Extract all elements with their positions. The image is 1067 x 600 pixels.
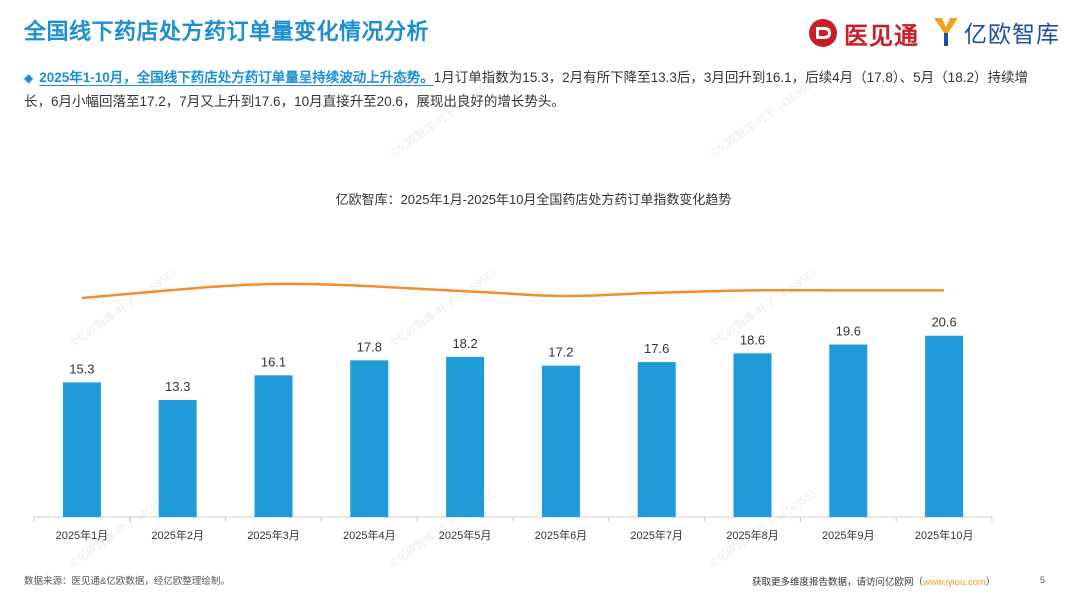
footer-cta-prefix: 获取更多维度报告数据，请访问亿欧网（ bbox=[752, 577, 924, 588]
yijiantong-logo-icon bbox=[809, 19, 837, 47]
x-tick-label-7: 2025年7月 bbox=[630, 528, 683, 542]
x-tick-label-9: 2025年9月 bbox=[822, 528, 875, 542]
bar-1 bbox=[62, 382, 101, 517]
bar-9 bbox=[829, 344, 868, 517]
x-tick-label-2: 2025年2月 bbox=[151, 528, 204, 542]
data-label-4: 17.8 bbox=[357, 339, 382, 354]
summary-paragraph: ◆ 2025年1-10月，全国线下药店处方药订单量呈持续波动上升态势。1月订单指数… bbox=[24, 66, 1034, 114]
data-label-1: 15.3 bbox=[69, 361, 94, 376]
bar-2 bbox=[158, 399, 197, 517]
footer-source: 数据来源：医见通&亿欧数据，经亿欧整理绘制。 bbox=[24, 576, 230, 587]
iyiou-logo-icon bbox=[934, 18, 958, 46]
x-tick-label-6: 2025年6月 bbox=[535, 528, 588, 542]
diamond-bullet-icon: ◆ bbox=[24, 71, 34, 85]
x-tick-label-8: 2025年8月 bbox=[726, 528, 779, 542]
x-tick-label-1: 2025年1月 bbox=[56, 528, 109, 542]
data-label-3: 16.1 bbox=[261, 354, 286, 369]
iyiou-logo-text: 亿欧智库 bbox=[964, 21, 1060, 47]
page-title: 全国线下药店处方药订单量变化情况分析 bbox=[24, 19, 430, 44]
x-tick-label-4: 2025年4月 bbox=[343, 528, 396, 542]
page-number: 5 bbox=[1040, 575, 1046, 585]
footer-cta-suffix: ） bbox=[985, 577, 996, 588]
bar-5 bbox=[446, 356, 485, 517]
bar-8 bbox=[733, 353, 772, 517]
data-label-6: 17.2 bbox=[548, 345, 573, 360]
iyiou-logo: 亿欧智库 bbox=[932, 14, 1060, 50]
footer-cta: 获取更多维度报告数据，请访问亿欧网（www.iyiou.com） bbox=[752, 574, 995, 588]
data-label-5: 18.2 bbox=[452, 336, 477, 351]
summary-highlight: 2025年1-10月，全国线下药店处方药订单量呈持续波动上升态势。 bbox=[39, 70, 434, 85]
bar-3 bbox=[254, 375, 293, 517]
data-label-2: 13.3 bbox=[165, 379, 190, 394]
bar-6 bbox=[541, 365, 580, 517]
footer-website-link[interactable]: www.iyiou.com bbox=[923, 577, 986, 588]
data-label-10: 20.6 bbox=[931, 315, 956, 330]
yijiantong-logo: 医见通 bbox=[808, 16, 919, 50]
bar-7 bbox=[637, 362, 676, 517]
summary-body: 1月订单指数为15.3，2月有所下降至13.3后，3月回升到16.1，后续4月（… bbox=[24, 70, 1028, 109]
yijiantong-logo-text: 医见通 bbox=[844, 22, 919, 50]
bar-chart: 15.3 2025年1月 13.3 2025年2月 16.1 2025年3月 17.8 202… bbox=[33, 282, 993, 542]
data-label-9: 19.6 bbox=[836, 324, 861, 339]
data-label-7: 17.6 bbox=[644, 341, 669, 356]
trend-line bbox=[81, 282, 945, 300]
x-tick-label-5: 2025年5月 bbox=[439, 528, 492, 542]
data-label-8: 18.6 bbox=[740, 332, 765, 347]
chart-title: 亿欧智库：2025年1月-2025年10月全国药店处方药订单指数变化趋势 bbox=[335, 192, 732, 207]
x-tick-label-3: 2025年3月 bbox=[247, 528, 300, 542]
x-tick-label-10: 2025年10月 bbox=[915, 528, 974, 542]
bar-10 bbox=[925, 335, 964, 517]
bar-4 bbox=[350, 360, 389, 517]
